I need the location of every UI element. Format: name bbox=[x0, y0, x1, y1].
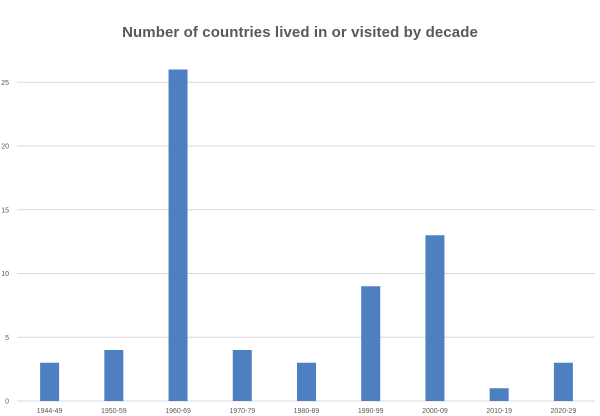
bar-1970-79 bbox=[232, 350, 252, 401]
x-tick-label: 1950-59 bbox=[101, 408, 127, 415]
bar-1990-99 bbox=[361, 286, 381, 401]
x-tick-label: 1970-79 bbox=[229, 408, 255, 415]
y-tick-label: 15 bbox=[1, 207, 9, 214]
grid-layer bbox=[17, 81, 595, 402]
x-tick-label: 2010-19 bbox=[486, 408, 512, 415]
bar-2010-19 bbox=[489, 388, 509, 401]
x-tick-label: 1980-89 bbox=[294, 408, 320, 415]
bar-2020-29 bbox=[553, 362, 573, 401]
bar-1980-89 bbox=[297, 362, 316, 401]
y-tick-label: 25 bbox=[1, 80, 9, 87]
x-tick-label: 1944-49 bbox=[37, 408, 63, 415]
y-tick-label: 5 bbox=[5, 335, 9, 342]
bar-1944-49 bbox=[40, 362, 60, 401]
bar-1960-69 bbox=[168, 69, 188, 401]
x-tick-label: 2020-29 bbox=[551, 408, 577, 415]
y-tick-labels: 0 5 10 15 20 25 bbox=[1, 80, 9, 406]
x-tick-labels: 1944-49 1950-59 1960-69 1970-79 1980-89 1990-… bbox=[37, 408, 577, 415]
x-tick-label: 1960-69 bbox=[165, 408, 191, 415]
y-tick-label: 0 bbox=[5, 399, 9, 406]
x-tick-label: 2000-09 bbox=[422, 408, 448, 415]
x-tick-label: 1990-99 bbox=[358, 408, 384, 415]
bar-2000-09 bbox=[425, 235, 445, 401]
y-tick-label: 10 bbox=[1, 271, 9, 278]
chart-title: Number of countries lived in or visited … bbox=[122, 24, 478, 41]
y-tick-label: 20 bbox=[1, 144, 9, 151]
bar-1950-59 bbox=[104, 350, 124, 401]
bar-layer bbox=[40, 69, 573, 401]
